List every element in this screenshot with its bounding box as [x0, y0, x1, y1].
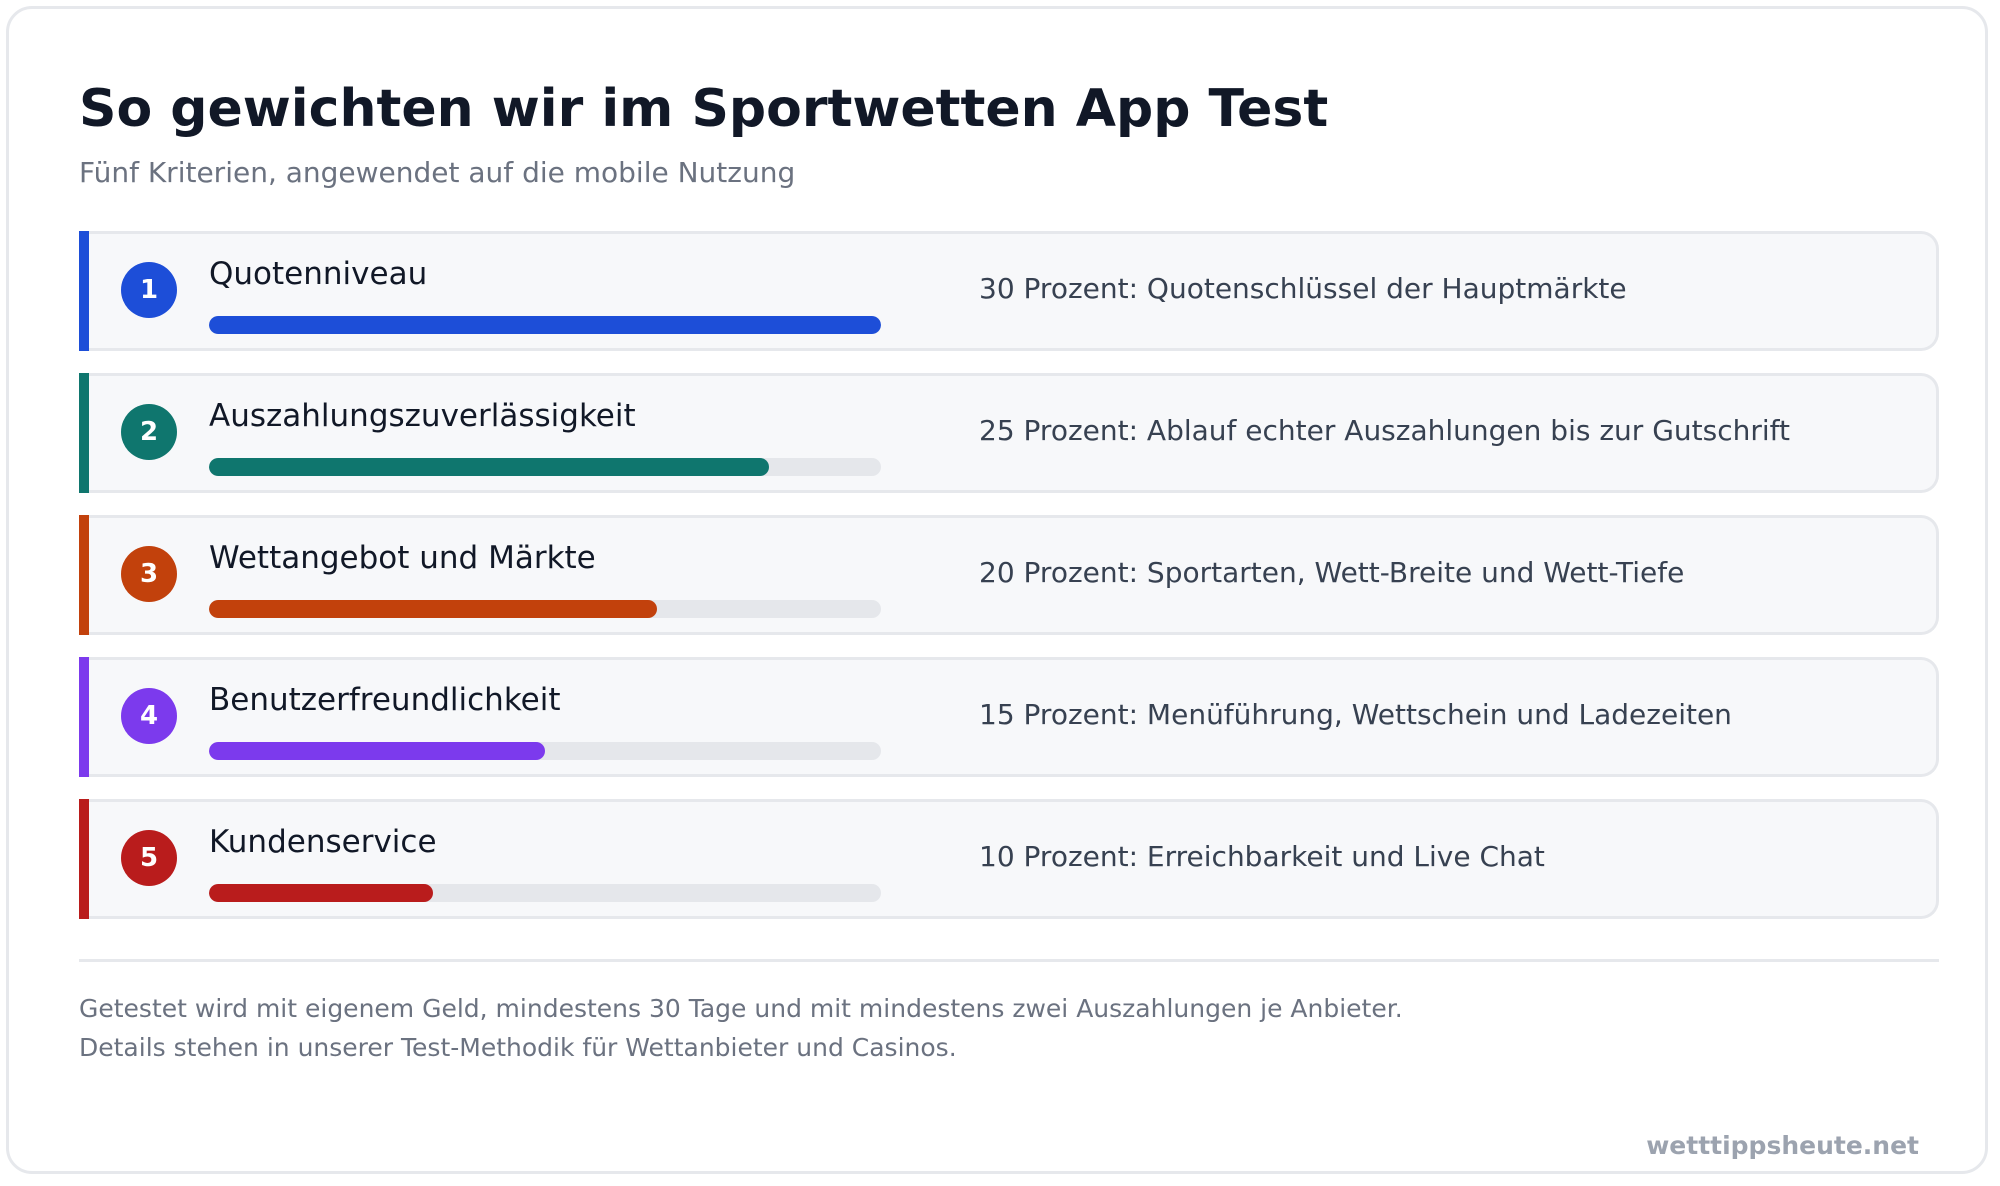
criterion-name: Wettangebot und Märkte — [209, 540, 596, 576]
weight-bar-track — [209, 316, 881, 334]
criterion-description: 25 Prozent: Ablauf echter Auszahlungen b… — [979, 414, 1790, 447]
criterion-accent-bar — [79, 231, 89, 351]
weight-bar-track — [209, 742, 881, 760]
criterion-accent-bar — [79, 657, 89, 777]
criterion-name: Kundenservice — [209, 824, 437, 860]
weight-bar-fill — [209, 316, 881, 334]
criterion-name: Auszahlungszuverlässigkeit — [209, 398, 636, 434]
footer-methodology-note: Details stehen in unserer Test-Methodik … — [79, 1033, 957, 1062]
weight-bar-track — [209, 600, 881, 618]
weight-bar-fill — [209, 742, 545, 760]
weight-bar-fill — [209, 600, 657, 618]
criteria-list: 1 Quotenniveau 30 Prozent: Quotenschlüss… — [79, 231, 1939, 941]
criterion-number-badge: 3 — [121, 546, 177, 602]
criterion-number-badge: 1 — [121, 262, 177, 318]
criterion-name: Benutzerfreundlichkeit — [209, 682, 561, 718]
criterion-row: 2 Auszahlungszuverlässigkeit 25 Prozent:… — [79, 373, 1939, 493]
footer-note: Getestet wird mit eigenem Geld, mindeste… — [79, 994, 1403, 1023]
page-subtitle: Fünf Kriterien, angewendet auf die mobil… — [79, 156, 796, 189]
page-title: So gewichten wir im Sportwetten App Test — [79, 79, 1329, 139]
weight-bar-track — [209, 884, 881, 902]
criterion-accent-bar — [79, 799, 89, 919]
weight-bar-fill — [209, 458, 769, 476]
criterion-row: 3 Wettangebot und Märkte 20 Prozent: Spo… — [79, 515, 1939, 635]
criterion-row: 4 Benutzerfreundlichkeit 15 Prozent: Men… — [79, 657, 1939, 777]
criterion-name: Quotenniveau — [209, 256, 428, 292]
criterion-description: 20 Prozent: Sportarten, Wett-Breite und … — [979, 556, 1685, 589]
weight-bar-track — [209, 458, 881, 476]
criterion-description: 10 Prozent: Erreichbarkeit und Live Chat — [979, 840, 1545, 873]
methodology-card: So gewichten wir im Sportwetten App Test… — [6, 6, 1988, 1174]
criterion-description: 15 Prozent: Menüführung, Wettschein und … — [979, 698, 1732, 731]
criterion-row: 5 Kundenservice 10 Prozent: Erreichbarke… — [79, 799, 1939, 919]
criterion-row: 1 Quotenniveau 30 Prozent: Quotenschlüss… — [79, 231, 1939, 351]
criterion-number-badge: 4 — [121, 688, 177, 744]
divider — [79, 959, 1939, 962]
brand-label: wetttippsheute.net — [1646, 1131, 1919, 1160]
criterion-number-badge: 2 — [121, 404, 177, 460]
weight-bar-fill — [209, 884, 433, 902]
criterion-accent-bar — [79, 373, 89, 493]
criterion-accent-bar — [79, 515, 89, 635]
criterion-description: 30 Prozent: Quotenschlüssel der Hauptmär… — [979, 272, 1627, 305]
criterion-number-badge: 5 — [121, 830, 177, 886]
